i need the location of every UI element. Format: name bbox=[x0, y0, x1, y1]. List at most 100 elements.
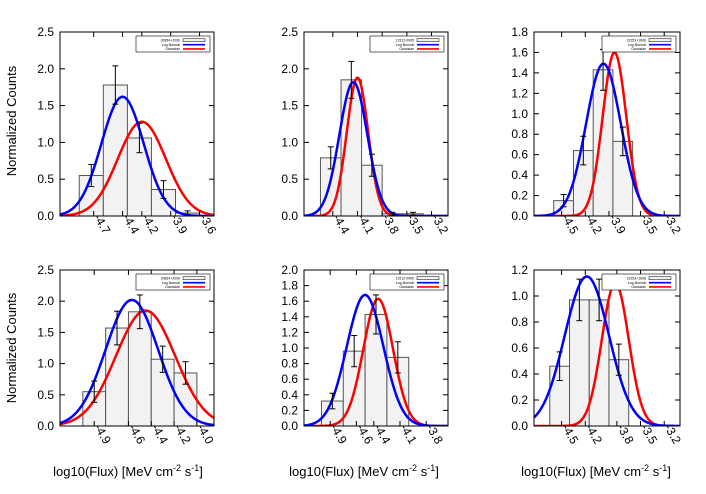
error-bar bbox=[329, 392, 336, 410]
y-tick-label: 1.2 bbox=[281, 325, 298, 339]
error-bar bbox=[351, 335, 358, 368]
legend-label: J2253+1608 bbox=[627, 277, 646, 281]
chart-panel-bottom-middle: 0.00.20.40.60.81.01.21.41.61.82.0-4.9 -4.… bbox=[281, 263, 449, 447]
xlabel-exp1: -2 bbox=[409, 463, 417, 473]
xlabel-suffix: ] bbox=[667, 464, 671, 479]
y-tick-label: 0.4 bbox=[511, 168, 528, 182]
y-tick-label: 0.0 bbox=[281, 209, 298, 223]
error-bar bbox=[327, 146, 334, 170]
y-tick-label: 1.8 bbox=[281, 279, 298, 293]
error-bar bbox=[159, 345, 166, 373]
gaussian-fit-line bbox=[304, 76, 448, 216]
y-tick-label: 0.8 bbox=[281, 357, 298, 371]
chart-panel-top-middle: 0.00.51.01.52.02.5-4.4 -4.1 -3.8 -3.5 -3.2J1… bbox=[281, 25, 451, 237]
xlabel-mid: s bbox=[417, 464, 428, 479]
xlabel-exp1: -2 bbox=[641, 463, 649, 473]
y-tick-label: 1.5 bbox=[281, 99, 298, 113]
error-bar bbox=[368, 153, 375, 177]
error-bar bbox=[615, 343, 622, 376]
legend-label: Log-Normal bbox=[396, 43, 415, 47]
legend-label: J1512-0905 bbox=[396, 277, 415, 281]
error-bar bbox=[88, 163, 95, 188]
legend-label: Log-Normal bbox=[396, 281, 415, 285]
xlabel-mid: s bbox=[181, 464, 192, 479]
error-bar bbox=[410, 211, 417, 216]
y-tick-label: 0.0 bbox=[511, 419, 528, 433]
y-tick-label: 0.0 bbox=[511, 209, 528, 223]
y-tick-label: 2.0 bbox=[281, 62, 298, 76]
y-tick-label: 1.2 bbox=[511, 263, 528, 277]
error-bar bbox=[112, 65, 119, 105]
y-tick-label: 0.4 bbox=[281, 388, 298, 402]
error-bar bbox=[576, 278, 583, 322]
error-bar bbox=[394, 341, 401, 374]
error-bar bbox=[114, 310, 121, 346]
lognormal-fit-line bbox=[534, 275, 680, 426]
y-tick-label: 1.4 bbox=[511, 66, 528, 80]
panels: 0.00.51.01.52.02.5-4.7 -4.4-4.2 -3.9 -3.6J0… bbox=[37, 25, 684, 447]
legend-swatch-bar bbox=[182, 276, 206, 280]
legend-label: Log-Normal bbox=[162, 43, 181, 47]
legend-swatch-bar bbox=[416, 38, 440, 42]
error-bar bbox=[373, 294, 379, 335]
y-tick-label: 1.5 bbox=[37, 325, 54, 339]
y-tick-label: 2.0 bbox=[37, 62, 54, 76]
bar bbox=[102, 84, 128, 216]
y-tick-label: 2.5 bbox=[37, 25, 54, 39]
plot-frame bbox=[59, 31, 215, 217]
error-bar bbox=[182, 361, 189, 385]
legend-label: Gaussian bbox=[165, 285, 180, 289]
bar bbox=[592, 69, 614, 216]
y-tick-label: 0.4 bbox=[511, 367, 528, 381]
legend-swatch-bar bbox=[648, 38, 672, 42]
xlabel-prefix: log10(Flux) [MeV cm bbox=[521, 464, 641, 479]
legend-label: Log-Normal bbox=[628, 43, 647, 47]
error-bar bbox=[160, 180, 167, 199]
y-tick-label: 1.6 bbox=[281, 294, 298, 308]
legend-label: Log-Normal bbox=[162, 281, 181, 285]
xlabel-mid: s bbox=[649, 464, 660, 479]
legend-label: J1512-0905 bbox=[396, 39, 415, 43]
xlabel-col2: log10(Flux) [MeV cm-2 s-1] bbox=[289, 463, 439, 479]
xlabel-prefix: log10(Flux) [MeV cm bbox=[53, 464, 173, 479]
y-tick-label: 1.0 bbox=[37, 357, 54, 371]
y-tick-label: 1.6 bbox=[511, 45, 528, 59]
y-tick-label: 2.0 bbox=[281, 263, 298, 277]
legend-label: J0854+2006 bbox=[161, 277, 180, 281]
xlabel-suffix: ] bbox=[435, 464, 439, 479]
y-tick-label: 0.5 bbox=[281, 172, 298, 186]
ylabel-row2: Normalized Counts bbox=[4, 292, 19, 403]
error-bar bbox=[348, 60, 355, 99]
lognormal-fit-line bbox=[304, 80, 448, 216]
legend-swatch-bar bbox=[182, 38, 206, 42]
y-tick-label: 2.5 bbox=[37, 263, 54, 277]
y-tick-label: 2.0 bbox=[37, 294, 54, 308]
xlabel-prefix: log10(Flux) [MeV cm bbox=[289, 464, 409, 479]
error-bar bbox=[560, 194, 567, 208]
error-bar bbox=[136, 122, 143, 154]
y-tick-label: 0.5 bbox=[37, 388, 54, 402]
y-tick-label: 1.0 bbox=[511, 289, 528, 303]
chart-panel-top-left: 0.00.51.01.52.02.5-4.7 -4.4-4.2 -3.9 -3.6J0… bbox=[37, 25, 219, 237]
y-tick-label: 0.0 bbox=[37, 419, 54, 433]
lognormal-fit-line bbox=[534, 62, 680, 216]
xlabel-exp2: -1 bbox=[659, 463, 667, 473]
xlabel-col3: log10(Flux) [MeV cm-2 s-1] bbox=[521, 463, 671, 479]
y-tick-label: 0.2 bbox=[511, 393, 528, 407]
xlabel-exp2: -1 bbox=[427, 463, 435, 473]
legend-swatch-bar bbox=[648, 276, 672, 280]
y-tick-label: 0.2 bbox=[511, 189, 528, 203]
legend-label: Gaussian bbox=[165, 47, 180, 51]
legend-label: J2253+1608 bbox=[627, 39, 646, 43]
y-tick-label: 0.6 bbox=[511, 148, 528, 162]
error-bar bbox=[619, 126, 626, 157]
y-tick-label: 1.0 bbox=[281, 135, 298, 149]
plot-frame bbox=[303, 31, 449, 217]
xlabel-col1: log10(Flux) [MeV cm-2 s-1] bbox=[53, 463, 203, 479]
